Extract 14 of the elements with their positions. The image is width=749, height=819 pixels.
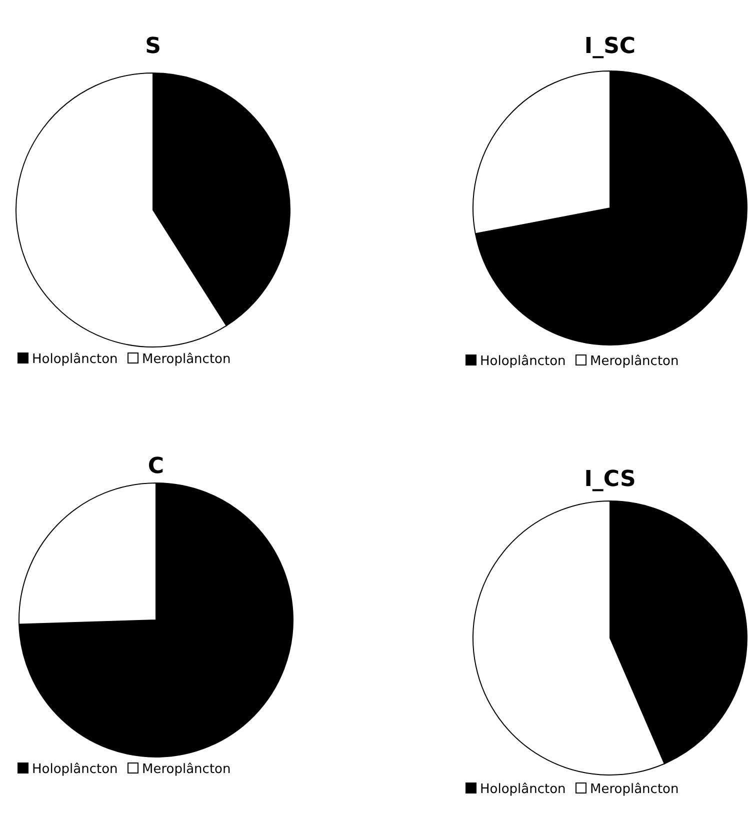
chart-title: S: [145, 34, 161, 59]
chart-title: C: [148, 454, 164, 479]
legend-label: Meroplâncton: [142, 762, 231, 777]
legend-label: Meroplâncton: [590, 782, 679, 797]
chart-title: I_CS: [584, 467, 636, 492]
chart-title: I_SC: [584, 34, 636, 59]
legend-label: Holoplâncton: [32, 352, 118, 367]
legend-label: Meroplâncton: [142, 352, 231, 367]
legend-label: Holoplâncton: [480, 354, 566, 369]
legend-label: Meroplâncton: [590, 354, 679, 369]
legend-label: Holoplâncton: [480, 782, 566, 797]
pie-slice: [18, 482, 294, 758]
legend-label: Holoplâncton: [32, 762, 118, 777]
pie-slice: [474, 70, 748, 346]
